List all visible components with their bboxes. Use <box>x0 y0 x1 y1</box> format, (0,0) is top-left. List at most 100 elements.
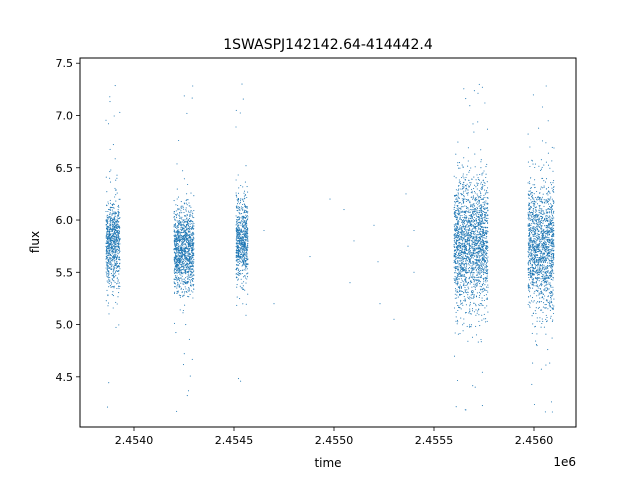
data-point <box>468 242 470 244</box>
data-point <box>461 257 463 259</box>
data-point <box>108 246 110 248</box>
data-point <box>177 226 179 228</box>
data-point <box>173 212 175 214</box>
data-point <box>453 260 455 262</box>
data-point <box>177 278 179 280</box>
data-point <box>467 165 469 167</box>
data-point <box>472 275 474 277</box>
data-point <box>239 257 241 259</box>
data-point <box>461 263 463 265</box>
data-point <box>186 252 188 254</box>
data-point <box>189 260 191 262</box>
data-point <box>469 232 471 234</box>
data-point <box>118 270 120 272</box>
data-point <box>481 186 483 188</box>
data-point <box>455 153 457 155</box>
data-point <box>485 192 487 194</box>
data-point <box>476 255 478 257</box>
data-point <box>107 234 110 236</box>
data-point <box>178 223 180 225</box>
data-point <box>180 223 182 226</box>
data-point <box>459 188 461 190</box>
data-point <box>190 228 193 230</box>
data-point <box>471 286 473 288</box>
data-point <box>473 239 475 241</box>
data-point <box>242 247 244 249</box>
data-point <box>246 268 248 270</box>
data-point <box>476 251 479 253</box>
data-point <box>237 207 239 209</box>
data-point <box>244 217 246 219</box>
data-point <box>180 254 182 256</box>
data-point <box>483 170 485 172</box>
data-point <box>237 206 239 208</box>
data-point <box>474 208 476 210</box>
data-point <box>482 172 484 174</box>
data-point <box>527 161 529 163</box>
data-point <box>183 246 185 248</box>
data-point <box>115 235 117 237</box>
data-point <box>474 166 476 168</box>
data-point <box>465 98 467 100</box>
data-point <box>534 238 536 240</box>
data-point <box>243 198 245 200</box>
data-point <box>179 273 181 275</box>
data-point <box>455 242 457 244</box>
data-point <box>456 228 458 230</box>
data-point <box>473 231 475 233</box>
data-point <box>458 221 460 223</box>
data-point <box>462 206 464 208</box>
data-point <box>105 245 107 247</box>
data-point <box>108 252 110 255</box>
data-point <box>174 268 176 271</box>
data-point <box>176 268 178 271</box>
data-point <box>475 242 477 244</box>
data-point <box>109 199 111 201</box>
data-point <box>111 239 113 241</box>
data-point <box>458 202 460 205</box>
data-point <box>176 227 178 229</box>
data-point <box>115 240 117 242</box>
data-point <box>182 296 184 298</box>
data-point <box>112 285 114 288</box>
data-point <box>241 272 243 275</box>
data-point <box>180 261 182 263</box>
data-point <box>114 246 116 248</box>
data-point <box>112 206 114 208</box>
data-point <box>475 186 477 188</box>
data-point <box>237 174 239 176</box>
data-point <box>236 248 238 250</box>
data-point <box>182 230 185 232</box>
data-point <box>470 313 472 315</box>
data-point <box>532 226 534 228</box>
data-point <box>174 258 176 260</box>
data-point <box>552 226 554 228</box>
data-point <box>472 195 475 197</box>
data-point <box>175 225 177 227</box>
data-point <box>112 256 114 258</box>
data-point <box>105 256 107 258</box>
data-point <box>457 254 459 257</box>
data-point <box>486 269 489 271</box>
data-point <box>484 234 486 237</box>
data-point <box>246 235 248 237</box>
data-point <box>463 196 465 198</box>
data-point <box>457 164 459 166</box>
data-point <box>243 227 245 229</box>
data-point <box>112 226 114 228</box>
data-point <box>192 85 194 87</box>
data-point <box>112 224 114 226</box>
data-point <box>459 231 461 233</box>
data-point <box>461 211 463 213</box>
data-point <box>239 112 241 114</box>
data-point <box>245 217 247 219</box>
data-point <box>112 229 114 231</box>
data-point <box>464 211 466 213</box>
data-point <box>187 278 189 280</box>
data-point <box>185 239 187 241</box>
data-point <box>176 280 178 282</box>
data-point <box>176 217 178 219</box>
data-point <box>173 270 175 272</box>
data-point <box>481 230 483 233</box>
data-point <box>478 217 480 219</box>
